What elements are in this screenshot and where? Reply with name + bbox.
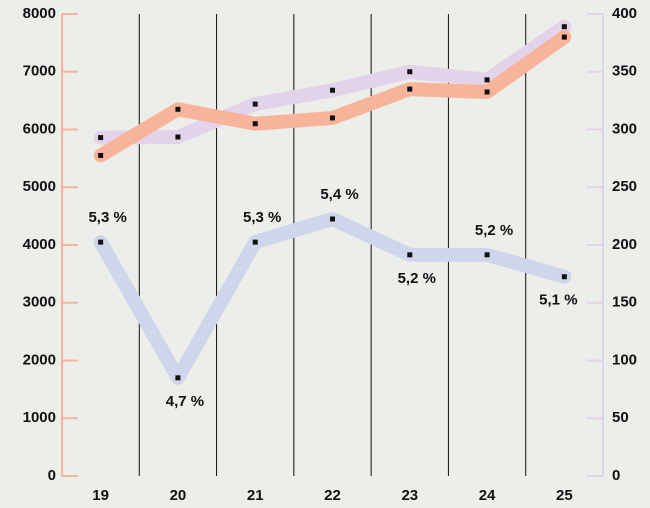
y-tick-label: 8000 [23, 5, 56, 22]
point-marker [484, 77, 490, 83]
data-label: 5,2 % [398, 270, 436, 287]
point-marker [98, 135, 104, 141]
y2-tick-label: 150 [612, 294, 637, 311]
point-marker [407, 86, 413, 92]
point-marker [407, 252, 413, 258]
y2-tick-label: 250 [612, 178, 637, 195]
y2-tick-label: 400 [612, 5, 637, 22]
data-label: 5,3 % [88, 209, 126, 226]
y-tick-label: 5000 [23, 178, 56, 195]
x-tick-label: 25 [556, 487, 573, 504]
point-marker [252, 239, 258, 245]
point-marker [175, 375, 181, 381]
y2-tick-label: 50 [612, 409, 629, 426]
point-marker [407, 69, 413, 75]
point-marker [484, 89, 490, 95]
x-tick-label: 22 [324, 487, 341, 504]
point-marker [175, 134, 181, 140]
point-marker [484, 252, 490, 258]
y2-tick-label: 300 [612, 120, 637, 137]
point-marker [330, 87, 335, 93]
y-tick-label: 7000 [23, 63, 56, 80]
data-label: 4,7 % [166, 393, 204, 410]
data-label: 5,2 % [475, 222, 513, 239]
y-tick-label: 3000 [23, 294, 56, 311]
y2-tick-label: 100 [612, 351, 637, 368]
data-label: 5,1 % [539, 292, 577, 309]
y-tick-label: 2000 [23, 351, 56, 368]
y2-tick-label: 0 [612, 467, 620, 484]
point-marker [252, 121, 258, 127]
point-marker [330, 216, 335, 222]
data-label: 5,3 % [243, 209, 281, 226]
x-tick-label: 24 [479, 487, 496, 504]
point-marker [252, 101, 258, 107]
x-tick-label: 21 [247, 487, 264, 504]
y-tick-label: 6000 [23, 120, 56, 137]
y-tick-label: 1000 [23, 409, 56, 426]
point-marker [175, 106, 181, 112]
y-tick-label: 0 [48, 467, 56, 484]
point-marker [561, 34, 567, 40]
point-marker [98, 152, 104, 158]
x-tick-label: 23 [401, 487, 418, 504]
point-marker [561, 24, 567, 30]
point-marker [98, 239, 104, 245]
y2-tick-label: 200 [612, 236, 637, 253]
x-tick-label: 20 [170, 487, 187, 504]
point-marker [561, 274, 567, 280]
point-marker [330, 115, 335, 121]
y2-tick-label: 350 [612, 63, 637, 80]
y-tick-label: 4000 [23, 236, 56, 253]
x-tick-label: 19 [92, 487, 109, 504]
data-label: 5,4 % [320, 186, 358, 203]
